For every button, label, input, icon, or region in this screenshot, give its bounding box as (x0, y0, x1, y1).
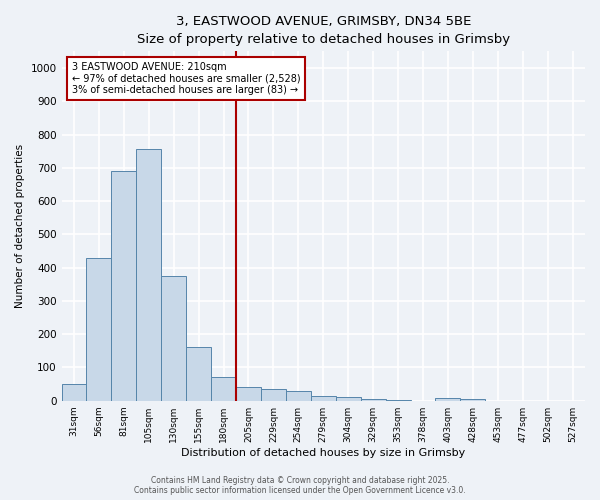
Bar (261, 389, 286, 400)
Bar (211, 378, 236, 400)
Bar (336, 398, 361, 400)
Bar (460, 399, 485, 400)
Bar (62, 384, 86, 400)
Bar (161, 276, 186, 400)
Bar (361, 399, 386, 400)
Title: 3, EASTWOOD AVENUE, GRIMSBY, DN34 5BE
Size of property relative to detached hous: 3, EASTWOOD AVENUE, GRIMSBY, DN34 5BE Si… (137, 15, 510, 46)
Bar (236, 388, 261, 400)
Y-axis label: Number of detached properties: Number of detached properties (15, 144, 25, 308)
Bar (311, 396, 336, 400)
Bar (286, 392, 311, 400)
Bar (136, 150, 161, 400)
Bar (86, 258, 112, 400)
Text: 3 EASTWOOD AVENUE: 210sqm
← 97% of detached houses are smaller (2,528)
3% of sem: 3 EASTWOOD AVENUE: 210sqm ← 97% of detac… (72, 62, 301, 95)
X-axis label: Distribution of detached houses by size in Grimsby: Distribution of detached houses by size … (181, 448, 466, 458)
Bar (436, 398, 460, 400)
Bar (186, 348, 211, 401)
Bar (112, 171, 136, 400)
Text: Contains HM Land Registry data © Crown copyright and database right 2025.
Contai: Contains HM Land Registry data © Crown c… (134, 476, 466, 495)
